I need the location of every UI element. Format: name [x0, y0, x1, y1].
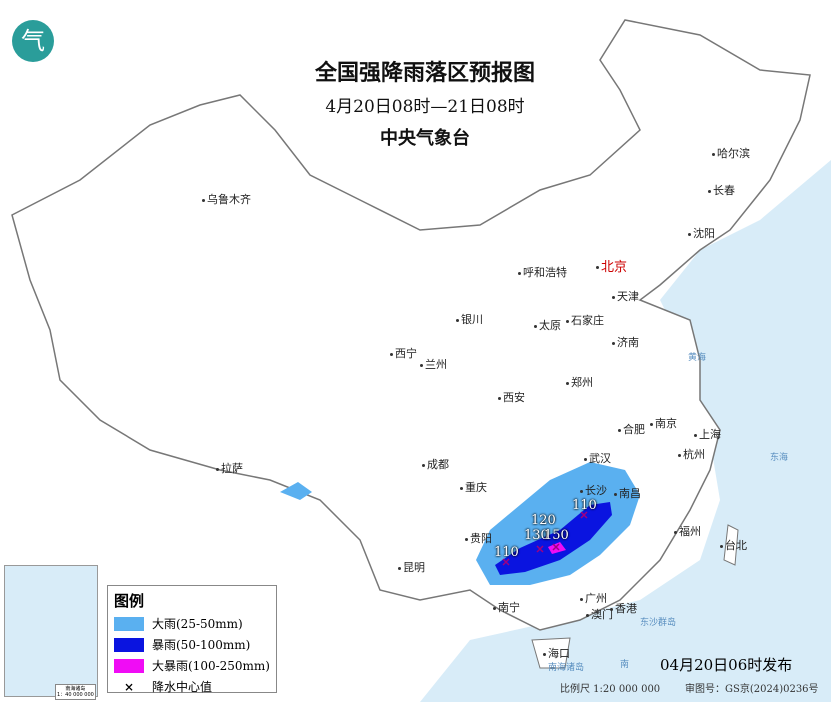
city-dot-icon — [566, 319, 569, 323]
sea-label: 南 — [620, 660, 630, 670]
city-label: 香港 — [610, 600, 637, 616]
rain-center-markers — [502, 511, 588, 566]
city-dot-icon — [584, 457, 587, 461]
city-label: 哈尔滨 — [712, 145, 750, 161]
city-dot-icon — [712, 152, 715, 156]
city-label: 贵阳 — [465, 530, 492, 546]
city-label: 武汉 — [584, 450, 611, 466]
agency-name: 中央气象台 — [380, 128, 470, 149]
city-label: 南昌 — [614, 485, 641, 501]
lake-tibet — [280, 482, 312, 500]
rain-center-value: 120 — [531, 513, 556, 528]
legend-item-rainstorm: 暴雨(50-100mm) — [114, 634, 270, 655]
city-dot-icon — [610, 607, 613, 611]
sea-label: 东海 — [770, 453, 789, 463]
city-label: 福州 — [674, 523, 701, 539]
city-dot-icon — [720, 544, 723, 548]
forecast-period: 4月20日08时—21日08时 — [325, 97, 525, 117]
city-label: 上海 — [694, 426, 721, 442]
city-dot-icon — [518, 271, 521, 275]
issue-time: 04月20日06时发布 — [660, 656, 793, 674]
city-label: 石家庄 — [566, 312, 604, 328]
sea-label: 东沙群岛 — [640, 618, 677, 628]
city-dot-icon — [678, 453, 681, 457]
city-label: 合肥 — [618, 421, 645, 437]
rain-center-value: 130 — [524, 528, 549, 543]
city-dot-icon — [566, 381, 569, 385]
legend-item-center: × 降水中心值 — [114, 676, 270, 697]
legend: 图例 大雨(25-50mm) 暴雨(50-100mm) 大暴雨(100-250m… — [107, 585, 277, 694]
legend-title: 图例 — [114, 592, 145, 610]
approval-number: 审图号：GS京(2024)0236号 — [685, 684, 819, 695]
city-dot-icon — [422, 463, 425, 467]
city-dot-icon — [398, 566, 401, 570]
city-dot-icon — [420, 363, 423, 367]
city-label: 广州 — [580, 590, 607, 606]
city-label: 天津 — [612, 288, 639, 304]
city-dot-icon — [596, 266, 599, 269]
city-dot-icon — [456, 318, 459, 322]
city-dot-icon — [618, 428, 621, 432]
city-label: 沈阳 — [688, 225, 715, 241]
city-label: 西安 — [498, 389, 525, 405]
city-dot-icon — [688, 232, 691, 236]
city-label: 杭州 — [678, 446, 705, 462]
city-label: 西宁 — [390, 345, 417, 361]
city-dot-icon — [650, 422, 653, 426]
city-label: 郑州 — [566, 374, 593, 390]
city-dot-icon — [390, 352, 393, 356]
city-dot-icon — [586, 613, 589, 617]
sea-label: 南海诸岛 — [548, 663, 585, 673]
legend-item-heavy-rain: 大雨(25-50mm) — [114, 613, 270, 634]
city-label: 济南 — [612, 334, 639, 350]
city-label: 南京 — [650, 415, 677, 431]
city-label: 台北 — [720, 537, 747, 553]
city-dot-icon — [465, 537, 468, 541]
city-dot-icon — [694, 433, 697, 437]
sea-label: 黄海 — [688, 353, 707, 363]
city-label: 南宁 — [493, 599, 520, 615]
city-label: 昆明 — [398, 559, 425, 575]
rain-center-value: 110 — [494, 545, 519, 560]
city-dot-icon — [708, 189, 711, 193]
city-label: 长春 — [708, 182, 735, 198]
city-dot-icon — [202, 198, 205, 202]
city-dot-icon — [493, 606, 496, 610]
city-label: 重庆 — [460, 479, 487, 495]
city-dot-icon — [580, 597, 583, 601]
city-label: 兰州 — [420, 356, 447, 372]
rain-center-value: 110 — [572, 498, 597, 513]
city-dot-icon — [612, 341, 615, 345]
city-label: 海口 — [543, 645, 570, 661]
city-label: 澳门 — [586, 606, 613, 622]
city-dot-icon — [612, 295, 615, 299]
city-dot-icon — [460, 486, 463, 490]
city-label: 太原 — [534, 317, 561, 333]
city-label: 银川 — [456, 311, 483, 327]
city-label: 呼和浩特 — [518, 264, 567, 280]
city-dot-icon — [614, 492, 617, 496]
city-dot-icon — [543, 652, 546, 656]
city-dot-icon — [580, 489, 583, 493]
city-label: 成都 — [422, 456, 449, 472]
taiwan — [723, 524, 739, 566]
city-dot-icon — [498, 396, 501, 400]
legend-item-torrential: 大暴雨(100-250mm) — [114, 655, 270, 676]
city-label: 乌鲁木齐 — [202, 191, 251, 207]
hainan — [531, 637, 571, 669]
city-label: 拉萨 — [216, 460, 243, 476]
south-china-sea-inset: 南海诸岛 1：40 000 000 — [4, 565, 98, 700]
city-dot-icon — [534, 324, 537, 328]
cma-logo: 气 — [12, 20, 54, 62]
map-scale: 比例尺 1:20 000 000 — [560, 684, 661, 695]
rainstorm-area — [495, 502, 612, 575]
city-label: 长沙 — [580, 482, 607, 498]
city-dot-icon — [216, 467, 219, 471]
rain-center-value: 150 — [544, 528, 569, 543]
x-mark-icon: × — [123, 679, 135, 694]
map-title: 全国强降雨落区预报图 — [314, 61, 535, 86]
city-label: 北京 — [596, 256, 627, 275]
inset-scale: 南海诸岛 1：40 000 000 — [55, 684, 96, 700]
city-dot-icon — [674, 530, 677, 534]
